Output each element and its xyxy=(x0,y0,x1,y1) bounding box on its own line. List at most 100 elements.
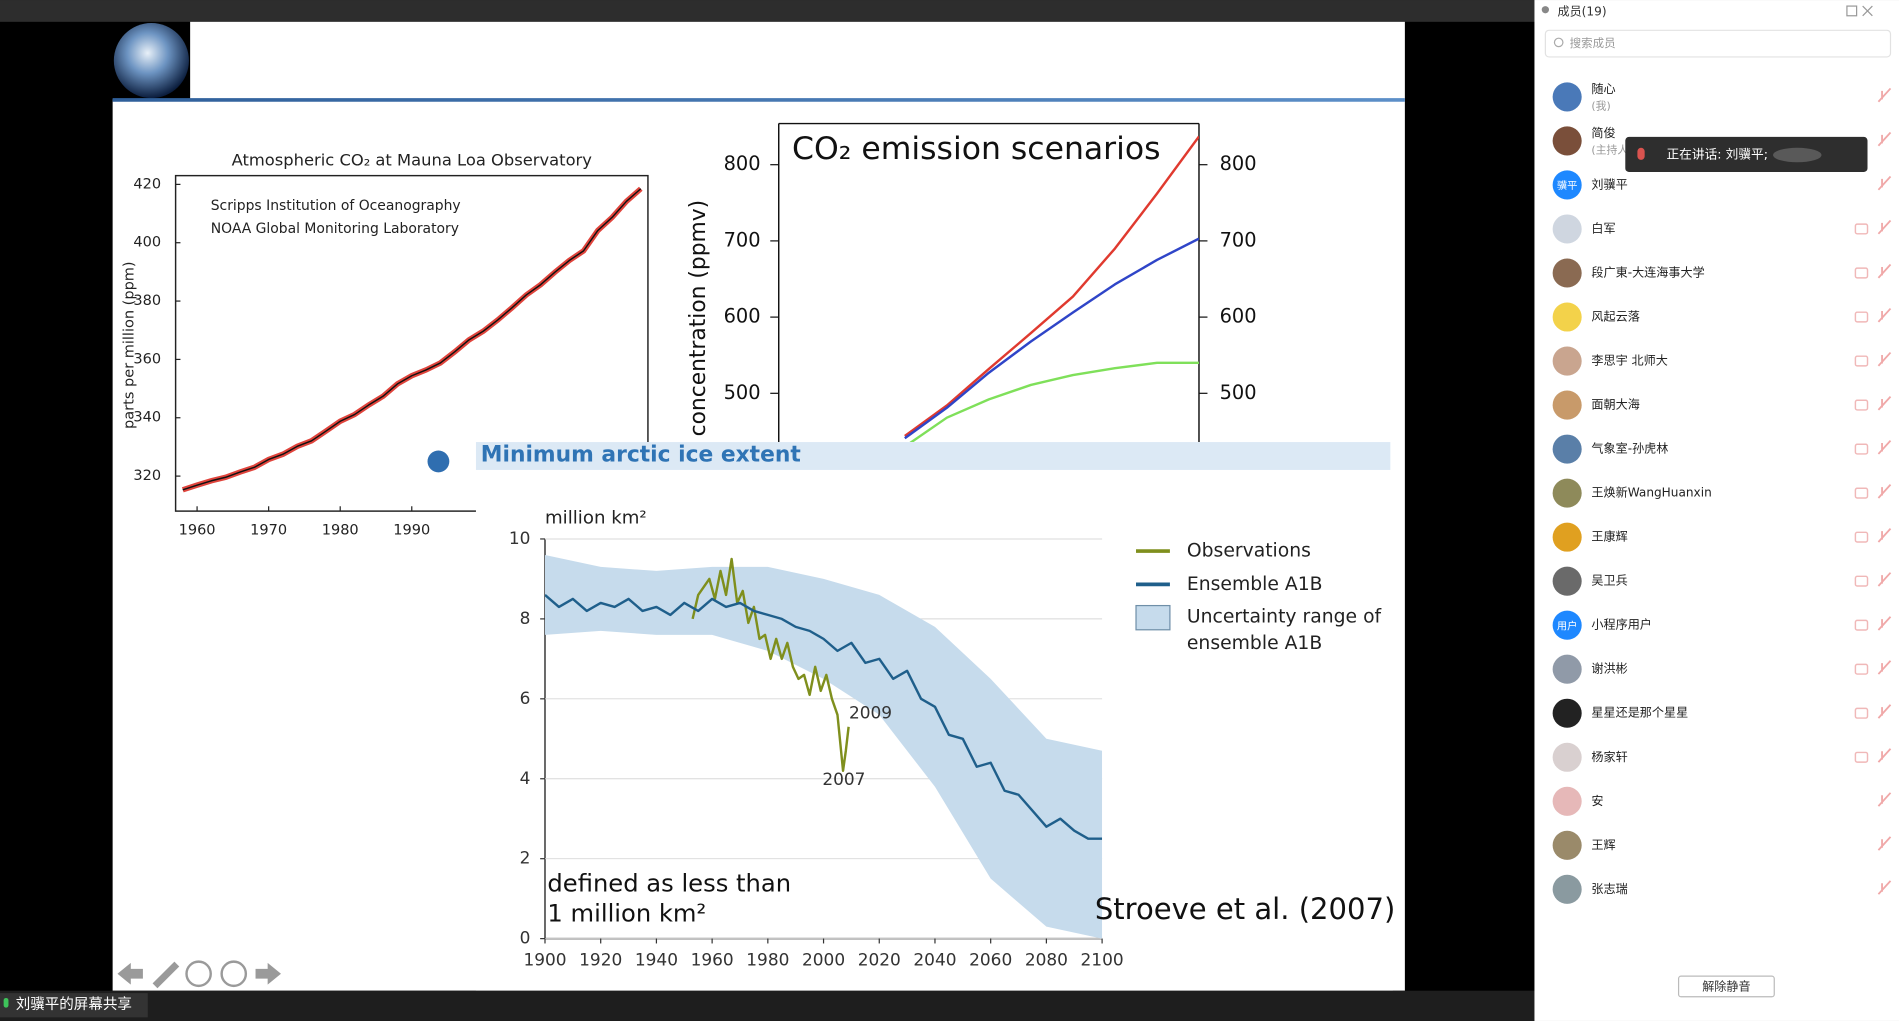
legend-label: Ensemble A1B xyxy=(1187,574,1323,595)
close-button[interactable] xyxy=(1862,5,1873,17)
avatar xyxy=(1552,522,1582,552)
series-line xyxy=(904,135,1199,437)
y-tick-label: 420 xyxy=(133,176,161,192)
x-tick-label: 2080 xyxy=(1025,949,1068,969)
y-axis-label: parts per million (ppm) xyxy=(122,261,138,429)
member-name: 白军 xyxy=(1591,220,1615,235)
camera-off-icon xyxy=(1854,223,1869,235)
camera-off-icon xyxy=(1854,443,1869,455)
y-tick-label: 2 xyxy=(520,848,531,868)
pen-button[interactable] xyxy=(152,961,180,989)
x-tick-label: 1940 xyxy=(635,949,678,969)
annotation: Stroeve et al. (2007) xyxy=(1095,892,1395,926)
member-name: 简俊 xyxy=(1591,125,1615,140)
member-name: 安 xyxy=(1591,793,1603,808)
x-tick-label: 1990 xyxy=(393,522,430,538)
speaking-tooltip: 正在讲话: 刘骥平; xyxy=(1625,136,1868,172)
mic-muted-icon xyxy=(1877,87,1892,103)
series-line xyxy=(544,593,1103,840)
y-tick-label: 700 xyxy=(724,228,761,251)
chart-title: Atmospheric CO₂ at Mauna Loa Observatory xyxy=(232,151,593,170)
y2-tick-label: 600 xyxy=(1220,305,1257,328)
camera-off-icon xyxy=(1854,531,1869,543)
mic-muted-icon xyxy=(1877,131,1892,147)
arctic-chart: 0 2 4 6 8 10 1900 1920 1940 1960 1980 2000 2020 2040 2… xyxy=(509,507,1395,969)
x-tick-label: 2020 xyxy=(858,949,901,969)
y-tick-label: 8 xyxy=(520,608,531,628)
member-name: 张志瑞 xyxy=(1591,882,1627,896)
avatar xyxy=(1552,742,1582,772)
x-tick-label: 2100 xyxy=(1081,949,1124,969)
panel-title: Minimum arctic ice extent xyxy=(481,442,801,467)
y2-tick-label: 500 xyxy=(1220,381,1257,404)
avatar xyxy=(1552,126,1582,156)
avatar xyxy=(1552,346,1582,376)
screen-button[interactable] xyxy=(185,960,212,988)
member-name: 李思宇 北师大 xyxy=(1591,353,1668,368)
member-name: 吴卫兵 xyxy=(1591,574,1627,588)
x-tick-label: 2000 xyxy=(802,949,845,969)
avatar xyxy=(1552,830,1582,860)
member-icon xyxy=(1541,6,1549,14)
y-tick-label: 500 xyxy=(724,381,761,404)
y2-tick-label: 700 xyxy=(1220,228,1257,251)
legend-label-box: Uncertainty range of ensemble A1B xyxy=(1187,606,1381,654)
search-placeholder: 搜索成员 xyxy=(1570,36,1616,50)
x-tick-label: 1920 xyxy=(579,949,622,969)
x-tick-label: 1980 xyxy=(746,949,789,969)
tooltip-text: 正在讲话: 刘骥平; xyxy=(1666,147,1768,162)
series-line xyxy=(691,557,850,772)
chart-title: CO₂ emission scenarios xyxy=(792,131,1160,167)
annotation: 2009 xyxy=(849,702,892,722)
x-tick-label: 2040 xyxy=(913,949,956,969)
camera-off-icon xyxy=(1854,663,1869,675)
share-label: 刘骥平的屏幕共享 xyxy=(16,996,132,1013)
camera-off-icon xyxy=(1854,575,1869,587)
legend-swatch xyxy=(1135,604,1171,631)
series-line xyxy=(909,361,1199,443)
logo-globe xyxy=(113,23,189,99)
y-axis-label: million km² xyxy=(545,507,647,528)
next-button[interactable] xyxy=(255,962,281,985)
member-name: 王焕新WangHuanxin xyxy=(1591,485,1711,500)
mic-muted-icon xyxy=(1877,616,1892,631)
avatar xyxy=(1552,302,1582,332)
mic-muted-icon xyxy=(1877,175,1892,191)
member-name: 随心 xyxy=(1591,81,1615,96)
x-tick-label: 1980 xyxy=(322,522,359,538)
x-tick-label: 2060 xyxy=(969,949,1012,969)
panel-header xyxy=(475,442,1391,470)
slide-header xyxy=(190,21,1405,100)
mic-muted-icon xyxy=(1877,836,1892,851)
bottom-bar xyxy=(0,990,1536,1021)
annotation: 2007 xyxy=(822,769,865,789)
camera-off-icon xyxy=(1854,311,1869,323)
legend-label: Observations xyxy=(1187,541,1311,562)
avatar-label: 骥平 xyxy=(1557,179,1578,192)
camera-off-icon xyxy=(1854,619,1869,631)
mic-muted-icon xyxy=(1877,792,1892,807)
search-box[interactable] xyxy=(1544,29,1892,58)
y-tick-label: 600 xyxy=(724,305,761,328)
y-tick-label: 4 xyxy=(520,768,531,788)
annotation: NOAA Global Monitoring Laboratory xyxy=(211,221,459,237)
avatar xyxy=(1552,214,1582,244)
unmute-button[interactable] xyxy=(1677,975,1775,998)
popout-button[interactable] xyxy=(1846,5,1858,17)
avatar xyxy=(1552,566,1582,596)
prev-button[interactable] xyxy=(117,962,143,985)
mic-muted-icon xyxy=(1877,660,1892,675)
y-tick-label: 400 xyxy=(133,235,161,251)
more-button[interactable] xyxy=(220,960,248,988)
mic-icon xyxy=(3,997,9,1008)
avatar xyxy=(1552,258,1582,288)
mic-muted-icon xyxy=(1877,263,1892,279)
x-tick-label: 1960 xyxy=(179,522,216,538)
member-name: 王辉 xyxy=(1591,838,1615,852)
y-tick-label: 6 xyxy=(520,688,531,708)
member-name: 段广東-大连海事大学 xyxy=(1591,265,1704,280)
annotation: Scripps Institution of Oceanography xyxy=(211,198,461,214)
member-name: 气象室-孙虎林 xyxy=(1591,441,1668,456)
series-line xyxy=(904,237,1199,440)
